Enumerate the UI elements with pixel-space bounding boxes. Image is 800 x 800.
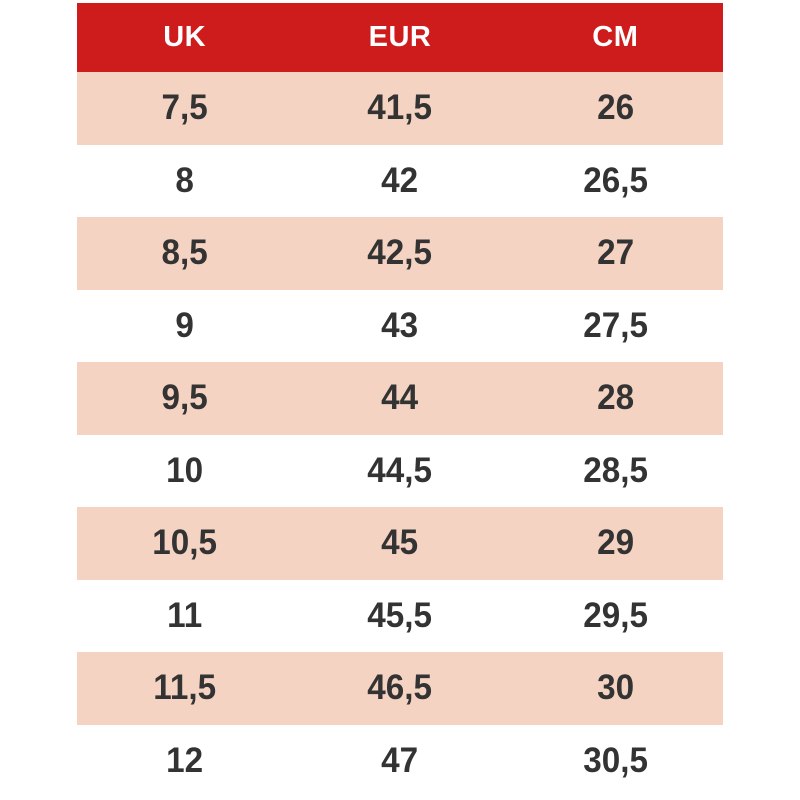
table-row: 12 47 30,5 (77, 724, 723, 797)
cell-eur: 41,5 (367, 88, 433, 128)
cell-eur: 45,5 (367, 595, 433, 635)
cell-uk: 7,5 (161, 88, 208, 128)
column-header-uk: UK (163, 21, 207, 53)
table-row: 11 45,5 29,5 (77, 579, 723, 652)
cell-uk: 11 (167, 595, 203, 635)
cell-eur: 46,5 (367, 668, 433, 708)
cell-cm: 27 (596, 233, 634, 273)
cell-eur: 43 (381, 305, 419, 345)
table-row: 10,5 45 29 (77, 507, 723, 580)
cell-uk: 12 (166, 740, 204, 780)
cell-cm: 26 (596, 88, 634, 128)
cell-uk: 10,5 (152, 523, 218, 563)
table-row: 7,5 41,5 26 (77, 72, 723, 145)
cell-eur: 44,5 (367, 450, 433, 490)
column-header-cm: CM (592, 21, 639, 53)
table-row: 8 42 26,5 (77, 144, 723, 217)
cell-eur: 45 (381, 523, 419, 563)
table-row: 11,5 46,5 30 (77, 652, 723, 725)
cell-cm: 30 (596, 668, 634, 708)
table-row: 9,5 44 28 (77, 362, 723, 435)
cell-eur: 44 (381, 378, 419, 418)
size-conversion-table: UK EUR CM 7,5 41,5 26 8 42 26,5 8,5 42,5… (77, 3, 723, 797)
cell-uk: 8 (175, 160, 194, 200)
cell-cm: 28,5 (582, 450, 648, 490)
cell-eur: 42,5 (367, 233, 433, 273)
cell-uk: 11,5 (153, 668, 217, 708)
table-row: 10 44,5 28,5 (77, 434, 723, 507)
cell-cm: 29,5 (582, 595, 648, 635)
cell-cm: 29 (596, 523, 634, 563)
cell-cm: 30,5 (582, 740, 648, 780)
table-row: 8,5 42,5 27 (77, 217, 723, 290)
cell-uk: 9,5 (161, 378, 208, 418)
cell-cm: 28 (596, 378, 634, 418)
table-row: 9 43 27,5 (77, 289, 723, 362)
cell-eur: 42 (381, 160, 419, 200)
table-header-row: UK EUR CM (77, 3, 723, 72)
cell-cm: 27,5 (582, 305, 648, 345)
cell-uk: 8,5 (161, 233, 208, 273)
cell-eur: 47 (381, 740, 419, 780)
column-header-eur: EUR (368, 21, 432, 53)
cell-uk: 9 (175, 305, 194, 345)
cell-cm: 26,5 (582, 160, 648, 200)
cell-uk: 10 (166, 450, 204, 490)
